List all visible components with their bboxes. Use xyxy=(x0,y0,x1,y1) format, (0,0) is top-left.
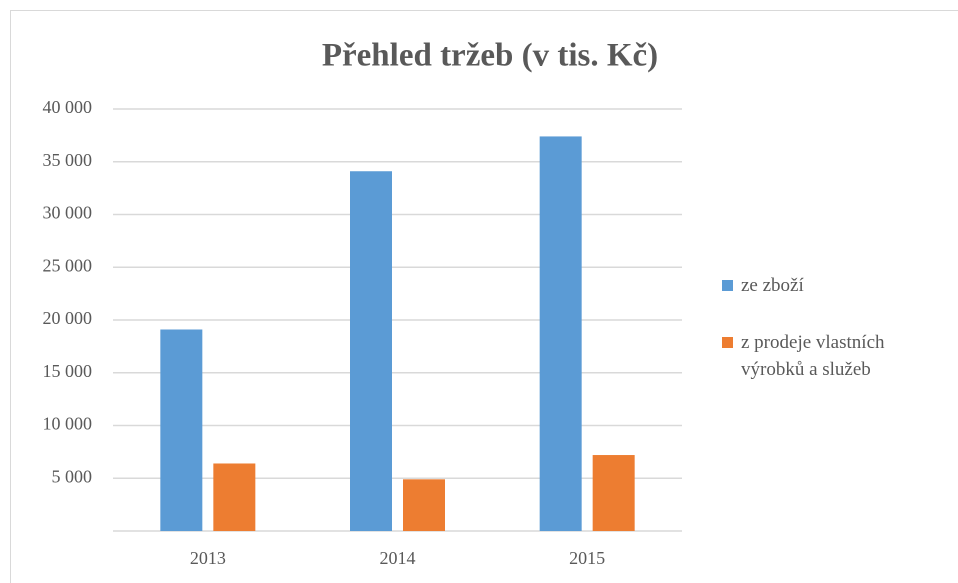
bar xyxy=(213,463,256,531)
legend-swatch xyxy=(722,337,733,348)
y-tick-label: 10 000 xyxy=(43,414,93,434)
bar xyxy=(160,329,203,531)
y-tick-label: 20 000 xyxy=(43,308,93,328)
y-tick-label: 40 000 xyxy=(43,97,93,117)
legend-entry: z prodeje vlastních výrobků a služeb xyxy=(722,329,952,383)
y-tick-label: 15 000 xyxy=(43,361,93,381)
x-tick-label: 2013 xyxy=(190,548,226,568)
x-tick-label: 2015 xyxy=(569,548,605,568)
chart-frame xyxy=(10,10,958,583)
bar xyxy=(592,455,635,531)
x-tick-label: 2014 xyxy=(380,548,416,568)
bar xyxy=(539,136,582,531)
legend-entry: ze zboží xyxy=(722,272,952,299)
y-tick-label: 35 000 xyxy=(43,150,93,170)
y-tick-label: 30 000 xyxy=(43,203,93,223)
legend-label: ze zboží xyxy=(741,275,804,296)
y-tick-label: 5 000 xyxy=(52,466,93,486)
legend-label: z prodeje vlastních výrobků a služeb xyxy=(741,332,885,380)
y-tick-label: 25 000 xyxy=(43,255,93,275)
chart-title: Přehled tržeb (v tis. Kč) xyxy=(322,38,658,74)
bar xyxy=(403,479,445,531)
bar xyxy=(350,171,392,531)
legend: ze zboží z prodeje vlastních výrobků a sl… xyxy=(722,272,952,413)
legend-swatch xyxy=(722,280,733,291)
